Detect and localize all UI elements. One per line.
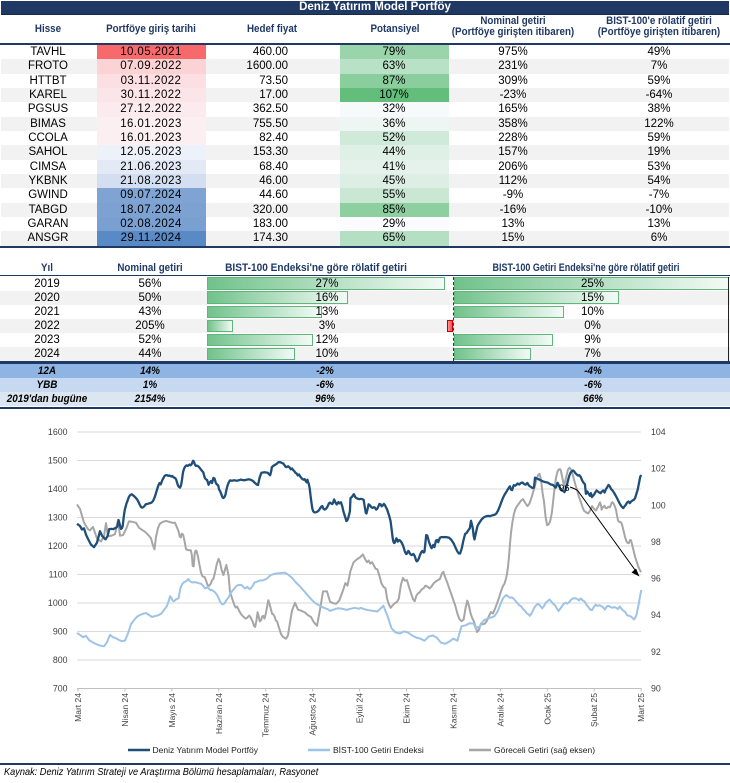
svg-text:Nisan 24: Nisan 24 — [120, 693, 130, 727]
svg-text:Aralık 24: Aralık 24 — [495, 693, 505, 727]
svg-text:Haziran 24: Haziran 24 — [214, 693, 224, 734]
svg-text:Şubat 25: Şubat 25 — [589, 693, 599, 727]
svg-text:Ocak 25: Ocak 25 — [542, 693, 552, 725]
svg-text:Ekim 24: Ekim 24 — [402, 693, 412, 724]
svg-text:1400: 1400 — [48, 484, 68, 494]
svg-text:Kasım 24: Kasım 24 — [448, 693, 458, 729]
svg-text:1600: 1600 — [48, 427, 68, 437]
svg-text:92: 92 — [651, 647, 661, 657]
svg-text:1100: 1100 — [49, 570, 68, 580]
svg-text:96: 96 — [651, 574, 661, 584]
svg-text:Eylül 24: Eylül 24 — [355, 693, 365, 724]
svg-text:BİST-100 Getiri Endeksi: BİST-100 Getiri Endeksi — [333, 745, 424, 755]
svg-text:Ağustos 24: Ağustos 24 — [308, 693, 318, 736]
svg-text:1000: 1000 — [48, 598, 68, 608]
svg-text:102: 102 — [651, 464, 666, 474]
svg-text:Göreceli Getiri (sağ eksen): Göreceli Getiri (sağ eksen) — [494, 745, 595, 755]
svg-text:90: 90 — [651, 684, 661, 694]
svg-text:104: 104 — [651, 427, 666, 437]
svg-text:Mayıs 24: Mayıs 24 — [167, 693, 177, 728]
svg-text:96: 96 — [559, 483, 570, 494]
svg-text:Temmuz 24: Temmuz 24 — [261, 693, 271, 737]
svg-text:700: 700 — [53, 684, 68, 694]
svg-text:Mart 25: Mart 25 — [636, 693, 646, 722]
svg-text:1500: 1500 — [48, 456, 68, 466]
svg-text:Mart 24: Mart 24 — [73, 693, 83, 722]
svg-text:1200: 1200 — [48, 541, 68, 551]
svg-text:900: 900 — [53, 627, 68, 637]
svg-text:94: 94 — [651, 610, 661, 620]
svg-text:98: 98 — [651, 537, 661, 547]
svg-text:100: 100 — [651, 500, 666, 510]
svg-text:Deniz Yatırım Model Portföy: Deniz Yatırım Model Portföy — [153, 745, 259, 755]
svg-text:800: 800 — [53, 655, 68, 665]
svg-text:1300: 1300 — [48, 513, 68, 523]
